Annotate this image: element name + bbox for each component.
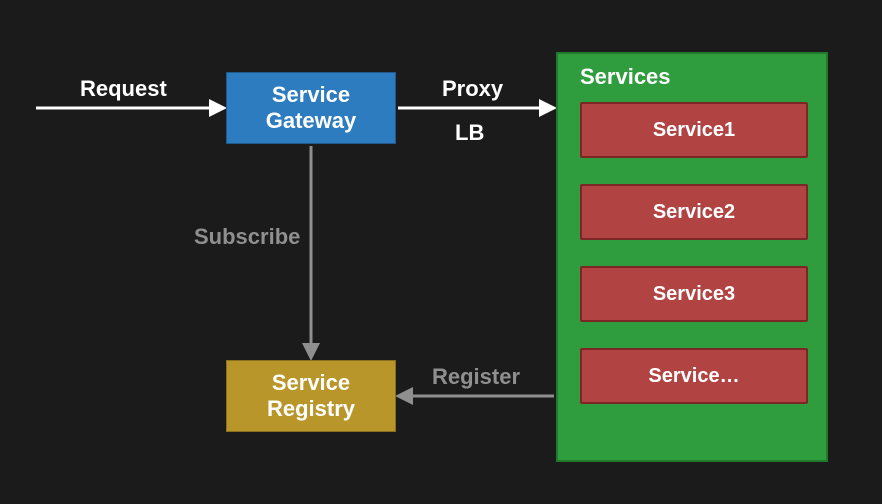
edge-label-register: Register	[432, 364, 520, 390]
services-panel: Services Service1 Service2 Service3 Service…	[556, 52, 828, 462]
registry-box: Service Registry	[226, 360, 396, 432]
edge-label-request: Request	[80, 76, 167, 102]
service-item: Service…	[580, 348, 808, 404]
service-item-label: Service…	[648, 364, 739, 388]
service-item: Service3	[580, 266, 808, 322]
gateway-box: Service Gateway	[226, 72, 396, 144]
service-item: Service1	[580, 102, 808, 158]
edge-label-proxy-2: LB	[455, 120, 484, 146]
edge-label-subscribe: Subscribe	[194, 224, 300, 250]
service-item-label: Service3	[653, 282, 735, 306]
registry-label: Service Registry	[267, 370, 355, 423]
service-item: Service2	[580, 184, 808, 240]
diagram-canvas: Service GatewayService RegistryServicesS…	[0, 0, 882, 504]
service-item-label: Service2	[653, 200, 735, 224]
gateway-label: Service Gateway	[266, 82, 357, 135]
services-title: Services	[580, 64, 671, 90]
edge-label-proxy: Proxy	[442, 76, 503, 102]
service-item-label: Service1	[653, 118, 735, 142]
